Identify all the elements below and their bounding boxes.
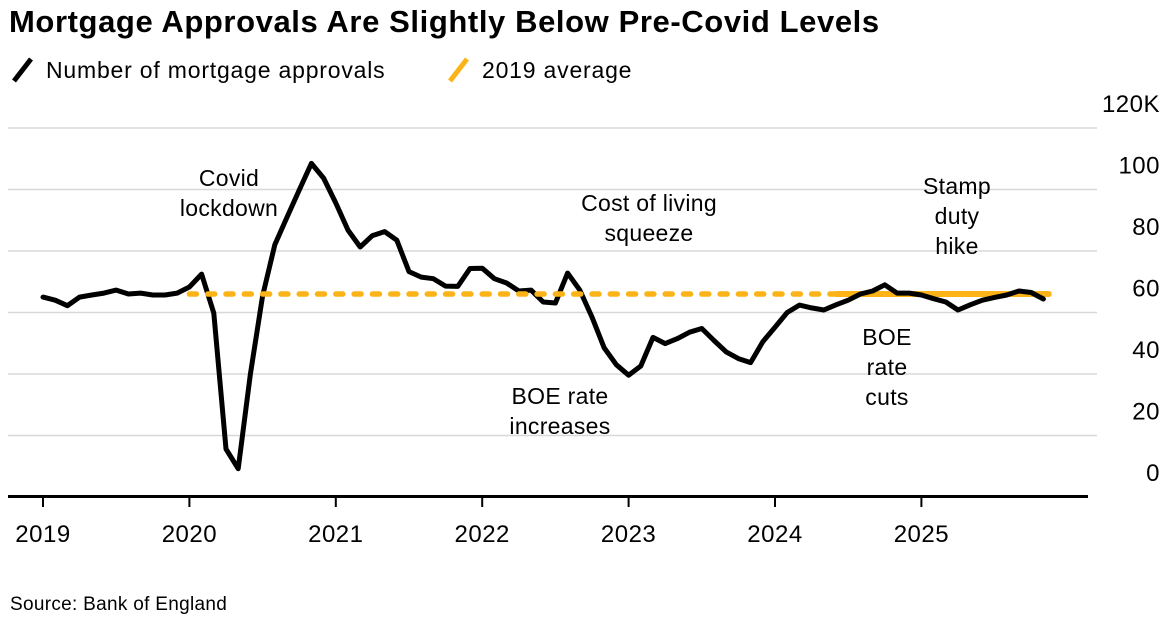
- annotation-boe-rate-increases: increases: [509, 413, 610, 439]
- annotation-stamp-duty-hike: Stamp: [923, 173, 991, 199]
- x-axis-label: 2024: [747, 521, 802, 548]
- y-axis-label: 120K: [1102, 91, 1160, 118]
- y-axis-label: 40: [1132, 337, 1160, 364]
- annotation-boe-rate-increases: BOE rate: [512, 383, 609, 409]
- x-axis-label: 2019: [15, 521, 70, 548]
- chart-title: Mortgage Approvals Are Slightly Below Pr…: [9, 4, 880, 39]
- x-axis-label: 2020: [162, 521, 217, 548]
- y-axis-label: 20: [1132, 399, 1160, 426]
- x-axis-label: 2021: [308, 521, 363, 548]
- annotation-boe-rate-cuts: rate: [867, 354, 908, 380]
- legend-item-approvals: Number of mortgage approvals: [10, 54, 385, 86]
- y-axis-label: 0: [1146, 460, 1160, 487]
- annotation-cost-of-living-squeeze: squeeze: [604, 220, 693, 246]
- legend-item-average: 2019 average: [446, 54, 632, 86]
- x-axis-label: 2022: [455, 521, 510, 548]
- y-axis-label: 80: [1132, 214, 1160, 241]
- annotation-covid-lockdown: lockdown: [180, 195, 278, 221]
- annotation-cost-of-living-squeeze: Cost of living: [581, 190, 717, 216]
- approvals-line: [40, 160, 1046, 472]
- average-line-swatch-icon: [448, 57, 469, 83]
- x-axis-label: 2023: [601, 521, 656, 548]
- series-line-swatch-icon: [12, 57, 33, 83]
- y-axis-label: 100: [1118, 153, 1160, 180]
- source-note: Source: Bank of England: [10, 594, 228, 615]
- legend-label-average: 2019 average: [482, 56, 633, 83]
- annotation-boe-rate-cuts: cuts: [865, 384, 908, 410]
- annotation-stamp-duty-hike: duty: [935, 203, 980, 229]
- annotation-stamp-duty-hike: hike: [935, 233, 978, 259]
- legend-label-approvals: Number of mortgage approvals: [46, 56, 386, 83]
- legend: Number of mortgage approvals 2019 averag…: [0, 54, 1170, 86]
- x-axis-label: 2025: [894, 521, 949, 548]
- annotation-covid-lockdown: Covid: [199, 165, 259, 191]
- y-axis-label: 60: [1132, 276, 1160, 303]
- annotation-boe-rate-cuts: BOE: [862, 324, 911, 350]
